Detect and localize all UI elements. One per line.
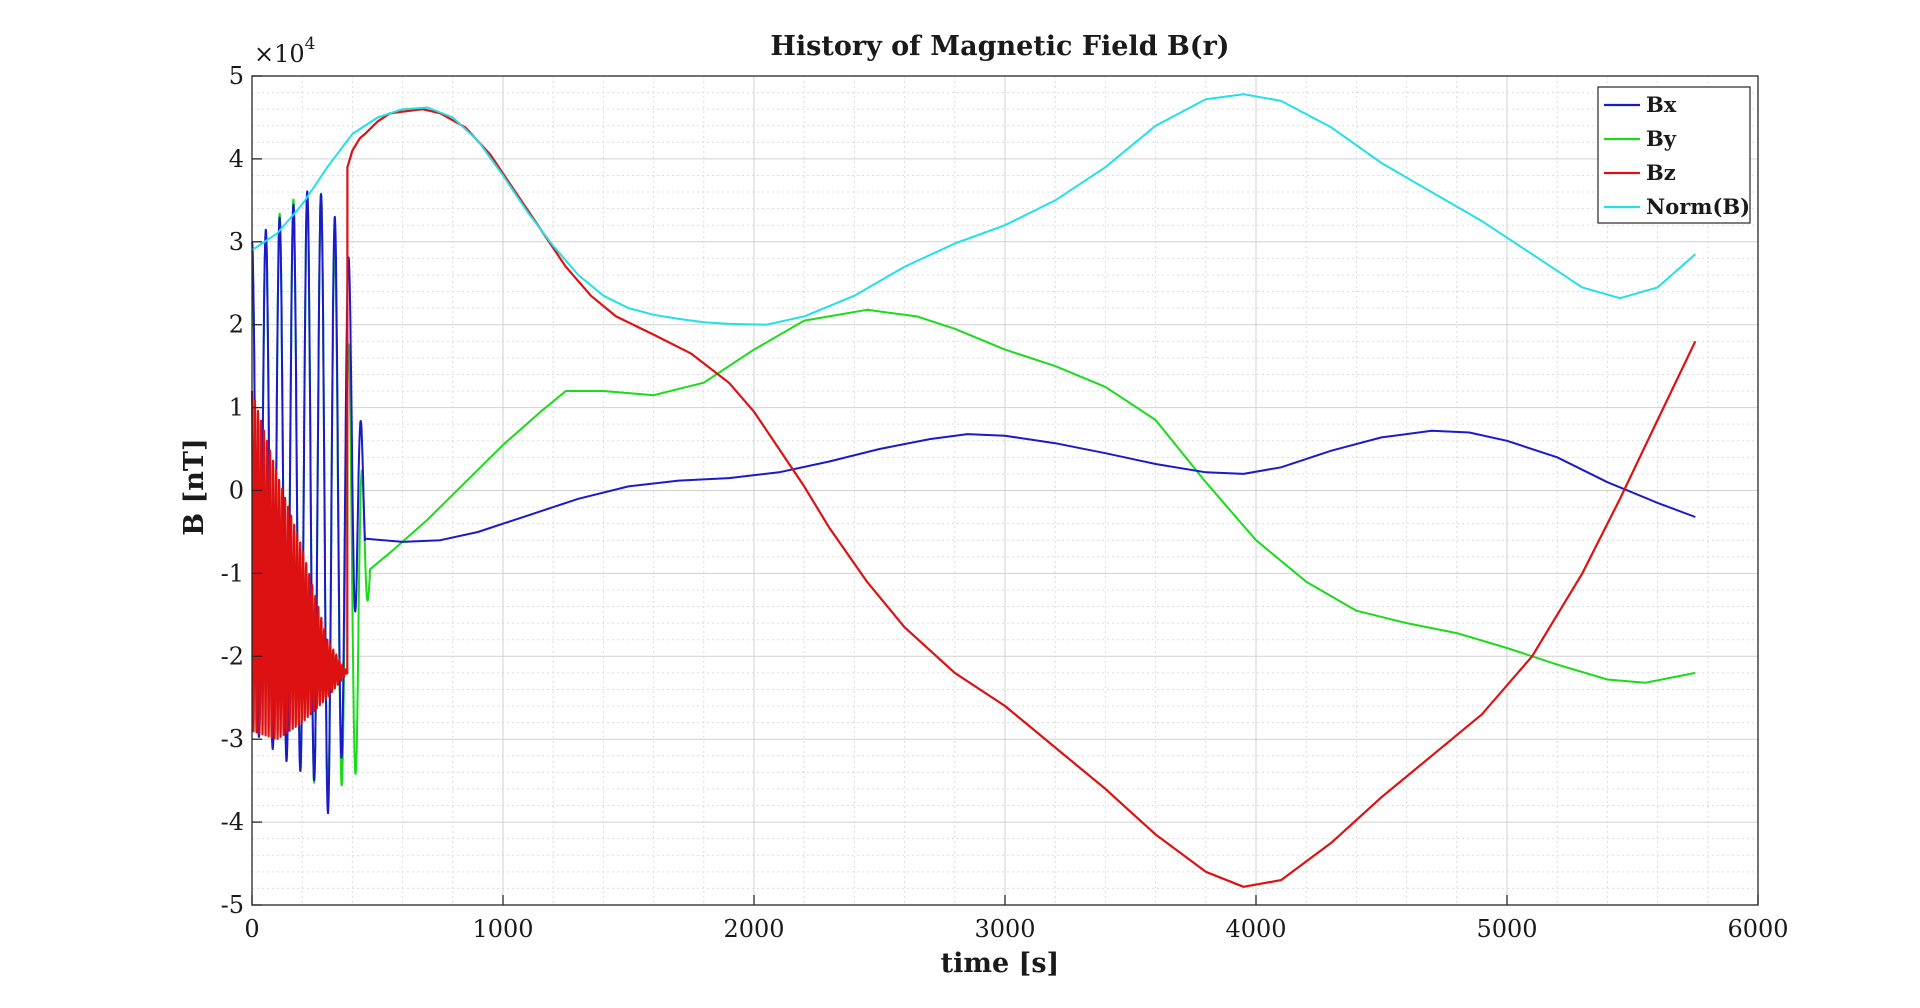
y-tick-label: -2 [221, 642, 244, 670]
y-tick-label: -5 [221, 891, 244, 919]
y-scale-exponent: ×104 [254, 34, 315, 68]
x-tick-label: 2000 [723, 915, 784, 943]
x-tick-label: 5000 [1476, 915, 1537, 943]
series-line-bz [250, 108, 1697, 888]
y-tick-label: -1 [221, 559, 244, 587]
x-tick-label: 0 [244, 915, 259, 943]
y-tick-label: -4 [221, 808, 244, 836]
y-scale-exponent-power: 4 [305, 34, 316, 54]
y-tick-label: 1 [229, 394, 244, 422]
x-tick-label: 6000 [1727, 915, 1788, 943]
legend: Bx By Bz Norm(B) [1597, 86, 1751, 224]
y-scale-exponent-base: ×10 [254, 40, 305, 68]
x-tick-label: 3000 [974, 915, 1035, 943]
series-line-norm-b [251, 93, 1696, 326]
x-axis-label: time [s] [941, 948, 1060, 979]
y-tick-label: 2 [229, 311, 244, 339]
legend-label: Bz [1646, 160, 1676, 185]
legend-label: Bx [1646, 92, 1677, 117]
y-tick-label: -3 [221, 725, 244, 753]
y-tick-label: 5 [229, 62, 244, 90]
ticks: 0 1000 2000 3000 4000 5000 6000 -5 -4 -3 -2 -1 0 1 2 3 4… [221, 62, 1789, 943]
legend-label: Norm(B) [1646, 194, 1750, 219]
chart-title: History of Magnetic Field B(r) [770, 31, 1229, 62]
legend-label: By [1646, 126, 1677, 151]
x-tick-label: 4000 [1225, 915, 1286, 943]
legend-box [1597, 86, 1751, 224]
x-tick-label: 1000 [472, 915, 533, 943]
y-axis-label: B [nT] [179, 438, 210, 536]
plot-lines [250, 93, 1697, 888]
y-tick-label: 0 [229, 477, 244, 505]
y-tick-label: 3 [229, 228, 244, 256]
y-tick-label: 4 [229, 145, 244, 173]
